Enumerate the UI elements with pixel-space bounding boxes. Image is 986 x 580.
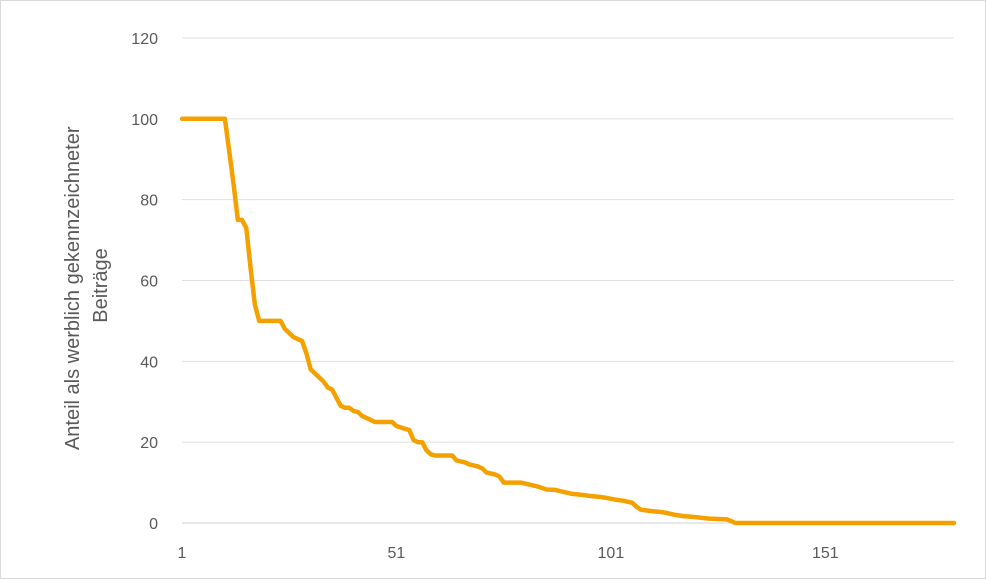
x-tick-label: 1 <box>178 545 187 562</box>
y-tick-label: 20 <box>140 435 158 452</box>
x-tick-label: 101 <box>598 545 625 562</box>
y-tick-label: 0 <box>149 516 158 533</box>
x-tick-label: 151 <box>812 545 839 562</box>
y-axis-title-line-2: Beiträge <box>90 248 112 323</box>
gridlines <box>182 37 954 524</box>
y-tick-label: 60 <box>140 274 158 291</box>
y-axis-title: Anteil als werblich gekennzeichneter Bei… <box>62 121 112 450</box>
y-axis-title-line-1: Anteil als werblich gekennzeichneter <box>62 126 84 450</box>
x-tick-label: 51 <box>388 545 406 562</box>
y-tick-label: 100 <box>131 112 158 129</box>
series-layer <box>179 116 957 526</box>
y-tick-label: 120 <box>131 31 158 48</box>
y-tick-label: 40 <box>140 354 158 371</box>
y-tick-label: 80 <box>140 193 158 210</box>
series-line <box>179 116 957 526</box>
